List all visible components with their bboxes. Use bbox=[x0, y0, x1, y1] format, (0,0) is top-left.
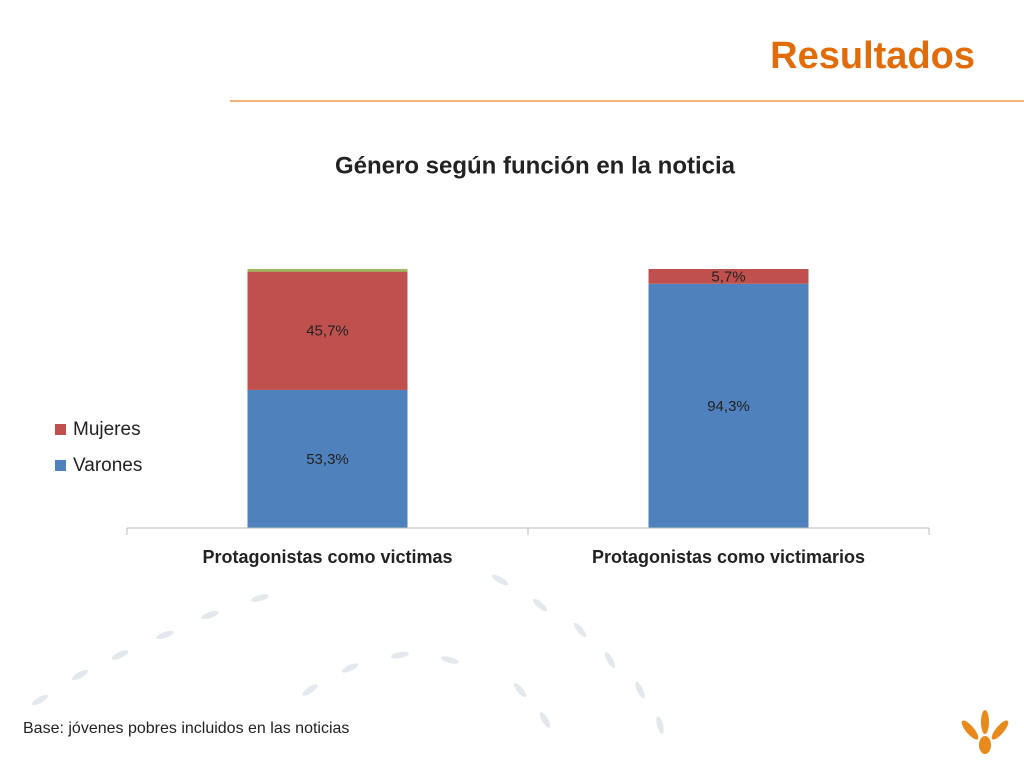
legend-label: Varones bbox=[73, 455, 142, 476]
x-tick-label: Protagonistas como victimarios bbox=[592, 547, 865, 567]
background-leaves bbox=[32, 574, 664, 734]
data-label: 5,7% bbox=[711, 268, 745, 285]
legend-swatch bbox=[55, 424, 66, 435]
data-label: 94,3% bbox=[707, 398, 750, 415]
bar-segment bbox=[247, 271, 408, 390]
legend-swatch bbox=[55, 460, 66, 471]
legend-label: Mujeres bbox=[73, 419, 141, 440]
bar-segment bbox=[247, 389, 408, 528]
slide-title: Resultados bbox=[770, 35, 975, 77]
chart-title: Género según función en la noticia bbox=[335, 152, 736, 179]
footnote: Base: jóvenes pobres incluidos en las no… bbox=[23, 720, 349, 737]
data-label: 45,7% bbox=[306, 323, 349, 340]
bar-segment bbox=[648, 269, 809, 284]
bar-segment bbox=[247, 269, 408, 272]
data-label: 53,3% bbox=[306, 451, 349, 468]
x-tick-label: Protagonistas como victimas bbox=[202, 547, 452, 567]
logo bbox=[961, 710, 1009, 754]
bar-segment bbox=[648, 283, 809, 528]
